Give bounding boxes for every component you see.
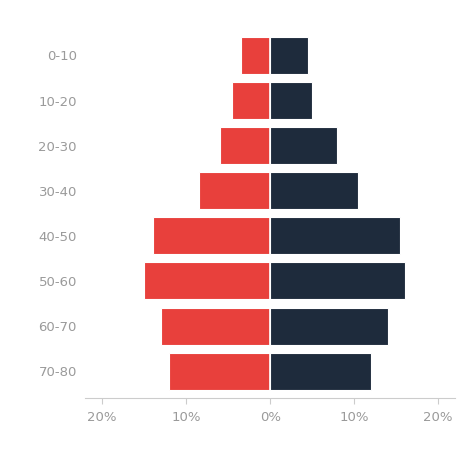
- Bar: [270, 308, 388, 345]
- Bar: [161, 308, 270, 345]
- Bar: [241, 37, 270, 74]
- Bar: [270, 82, 312, 119]
- Bar: [220, 127, 270, 164]
- Bar: [144, 263, 270, 300]
- Bar: [270, 353, 371, 390]
- Bar: [270, 172, 358, 209]
- Bar: [270, 127, 337, 164]
- Bar: [199, 172, 270, 209]
- Bar: [169, 353, 270, 390]
- Bar: [270, 37, 308, 74]
- Bar: [270, 263, 405, 300]
- Bar: [232, 82, 270, 119]
- Bar: [270, 218, 401, 255]
- Bar: [153, 218, 270, 255]
